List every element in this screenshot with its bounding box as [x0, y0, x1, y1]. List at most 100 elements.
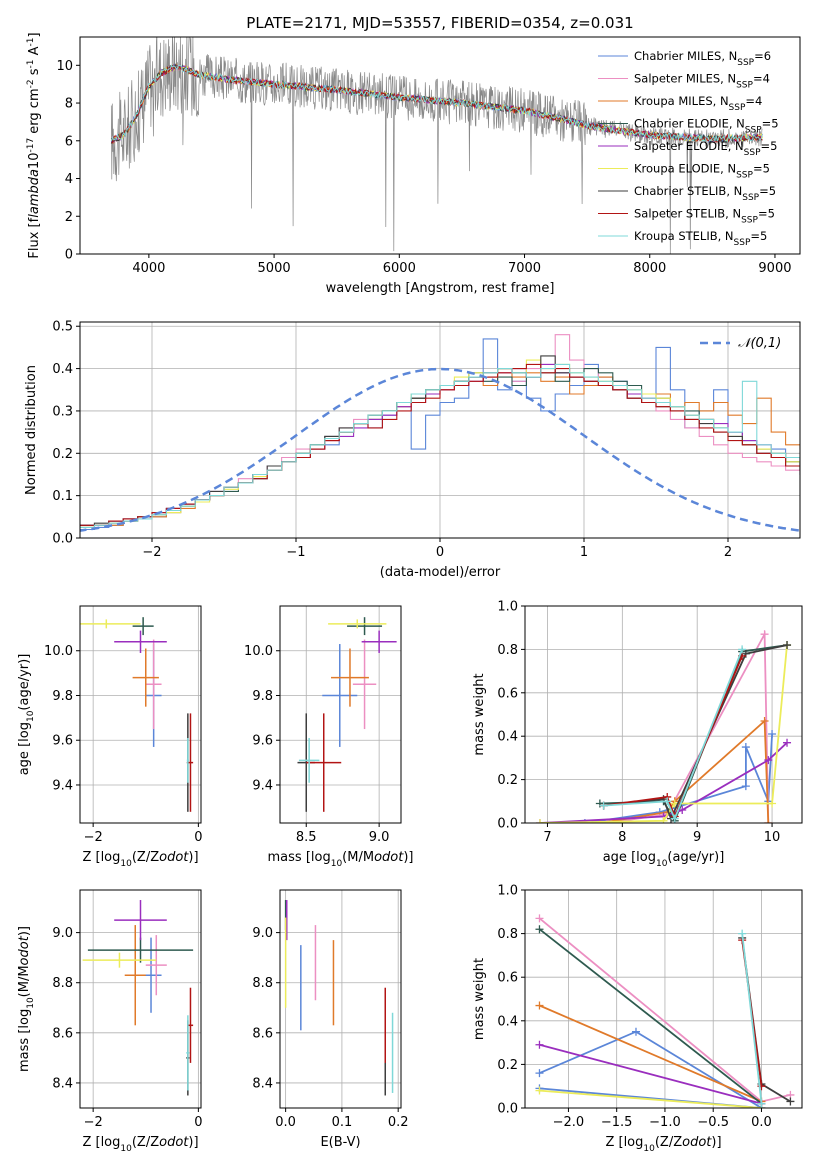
plot-area: [110, 37, 763, 254]
point-marker: [535, 925, 544, 934]
data-point: [114, 630, 167, 653]
x-tick-label: 8000: [633, 261, 666, 276]
point-marker: [738, 929, 747, 938]
y-tick-label: 9.4: [52, 778, 73, 793]
x-tick-label: 6000: [383, 261, 416, 276]
legend-entry: Chabrier ELODIE, NSSP=5: [634, 117, 779, 136]
axes-frame: [79, 889, 202, 1109]
legend-entry: 𝒩(0,1): [738, 336, 781, 351]
y-tick-label: 8.8: [252, 976, 273, 991]
x-tick-label: 8.5: [296, 830, 317, 845]
y-tick-label: 1.0: [497, 600, 518, 615]
point-marker: [760, 717, 769, 726]
axes-frame: [279, 605, 402, 824]
point-marker: [670, 814, 679, 823]
axes-frame: [524, 889, 803, 1109]
y-tick-label: 10.0: [244, 644, 273, 659]
x-tick-label: 9.0: [369, 830, 390, 845]
x-axis-label: (data-model)/error: [380, 565, 501, 580]
y-tick-label: 8.4: [252, 1076, 273, 1091]
x-tick-label: 5000: [258, 261, 291, 276]
x-tick-label: 9000: [758, 261, 791, 276]
y-tick-label: 9.6: [52, 734, 73, 749]
point-marker: [768, 730, 777, 739]
x-tick-label: 8: [618, 830, 626, 845]
point-marker: [599, 801, 608, 810]
legend-entry: Salpeter MILES, NSSP=4: [634, 72, 770, 91]
legend-entry: Kroupa STELIB, NSSP=5: [634, 229, 767, 248]
plot-area: [297, 617, 397, 812]
point-marker: [760, 630, 769, 639]
legend-entry: Kroupa ELODIE, NSSP=5: [634, 162, 770, 181]
point-marker: [764, 756, 773, 765]
histogram-series: [80, 363, 800, 528]
x-tick-label: 0.0: [751, 1115, 772, 1130]
y-tick-label: 10: [56, 59, 73, 74]
y-tick-label: 0.2: [497, 773, 518, 788]
y-axis-label: age [log10(age/yr)]: [17, 654, 36, 776]
y-tick-label: 0.4: [497, 1014, 518, 1029]
y-tick-label: 9.4: [252, 778, 273, 793]
point-marker: [764, 819, 773, 823]
legend-entry: Salpeter ELODIE, NSSP=5: [634, 139, 777, 158]
y-tick-label: 0.8: [497, 927, 518, 942]
x-tick-label: 7: [543, 830, 551, 845]
data-point: [361, 630, 397, 653]
data-point: [298, 737, 320, 783]
y-tick-label: 6: [65, 134, 73, 149]
x-axis-label: Z [log10(Z/Zodot)]: [82, 1135, 198, 1154]
point-marker: [535, 1001, 544, 1010]
y-tick-label: 9.0: [52, 926, 73, 941]
weight-series: [603, 644, 788, 822]
y-tick-label: 0.6: [497, 971, 518, 986]
x-tick-label: −1: [286, 545, 305, 560]
x-tick-label: 0: [194, 1115, 202, 1130]
y-tick-label: 0.4: [52, 362, 73, 377]
grid: [80, 322, 800, 539]
point-marker: [663, 797, 672, 806]
x-tick-label: 7000: [508, 261, 541, 276]
weight-series: [741, 937, 791, 1103]
x-tick-label: −2: [142, 545, 161, 560]
y-tick-label: 0.8: [497, 643, 518, 658]
plot-area: [80, 617, 194, 812]
plot-area: [535, 914, 795, 1108]
y-tick-label: 0.3: [52, 404, 73, 419]
figure-title: PLATE=2171, MJD=53557, FIBERID=0354, z=0…: [246, 14, 633, 32]
x-tick-label: 0: [194, 830, 202, 845]
y-tick-label: 8.6: [52, 1026, 73, 1041]
panel-mass-vs-Z: −2 0 8.4 8.6 8.8 9.0 Z [log10(Z/Zodot)] mass [l…: [17, 889, 203, 1154]
point-marker: [535, 1069, 544, 1078]
data-point: [145, 639, 162, 730]
data-point: [187, 987, 194, 1063]
y-tick-label: 0.4: [497, 730, 518, 745]
x-axis-label: Z [log10(Z/Zodot)]: [605, 1135, 721, 1154]
point-marker: [757, 1099, 766, 1108]
y-tick-label: 9.8: [252, 689, 273, 704]
point-marker: [738, 645, 747, 654]
point-marker: [659, 816, 668, 823]
panel-weight-vs-Z: −2.0 −1.5 −1.0 −0.5 0.0 0.0 0.2 0.4 0.6 0.8 1.0 Z […: [472, 884, 803, 1154]
y-tick-label: 8.4: [52, 1076, 73, 1091]
weight-series: [539, 1043, 762, 1105]
data-point: [80, 619, 141, 629]
plot-area: [284, 900, 394, 1096]
y-axis-label: Flux [flambda10-17 erg cm-2 s-1 A-1]: [26, 32, 42, 258]
data-point: [145, 935, 167, 996]
x-tick-label: 0.0: [275, 1115, 296, 1130]
weight-series: [538, 928, 763, 1105]
weight-series: [539, 1030, 762, 1108]
data-point: [186, 737, 189, 783]
point-marker: [786, 1097, 795, 1106]
data-point: [328, 619, 387, 629]
panel-age-vs-mass: 8.5 9.0 9.4 9.6 9.8 10.0 mass [log10(M/Modot)]: [244, 605, 413, 869]
grid: [280, 890, 401, 1108]
legend-entry: Chabrier MILES, NSSP=6: [634, 49, 771, 68]
data-point: [187, 713, 194, 812]
data-point: [87, 937, 194, 963]
y-tick-label: 0.2: [497, 1058, 518, 1073]
histogram-series: [80, 338, 800, 531]
x-axis-label: Z [log10(Z/Zodot)]: [82, 850, 198, 869]
x-tick-label: 9: [693, 830, 701, 845]
data-point: [331, 648, 369, 707]
